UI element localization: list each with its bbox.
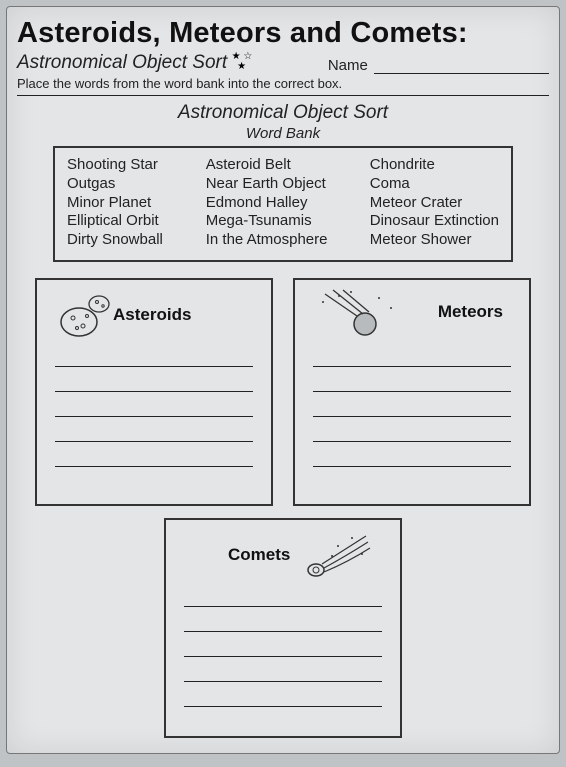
meteors-box[interactable]: Meteors bbox=[293, 278, 531, 506]
comet-icon bbox=[294, 532, 374, 582]
wb-item: In the Atmosphere bbox=[206, 231, 358, 250]
wb-item: Edmond Halley bbox=[206, 194, 358, 213]
answer-line[interactable] bbox=[55, 345, 253, 367]
wb-item: Minor Planet bbox=[67, 194, 194, 213]
worksheet-page: Asteroids, Meteors and Comets: Astronomi… bbox=[6, 6, 560, 754]
answer-line[interactable] bbox=[184, 660, 382, 682]
page-title: Asteroids, Meteors and Comets: bbox=[17, 17, 549, 50]
wb-item: Near Earth Object bbox=[206, 175, 358, 194]
answer-line[interactable] bbox=[55, 395, 253, 417]
wb-item: Meteor Crater bbox=[370, 194, 499, 213]
wb-item: Dirty Snowball bbox=[67, 231, 194, 250]
wb-item: Coma bbox=[370, 175, 499, 194]
asteroids-header: Asteroids bbox=[53, 288, 255, 342]
answer-line[interactable] bbox=[184, 610, 382, 632]
wb-item: Elliptical Orbit bbox=[67, 212, 194, 231]
name-field: Name bbox=[328, 57, 549, 74]
comets-header: Comets bbox=[182, 528, 384, 582]
answer-line[interactable] bbox=[313, 445, 511, 467]
answer-line[interactable] bbox=[184, 685, 382, 707]
wb-item: Meteor Shower bbox=[370, 231, 499, 250]
divider bbox=[17, 95, 549, 96]
comets-box[interactable]: Comets bbox=[164, 518, 402, 738]
answer-line[interactable] bbox=[55, 420, 253, 442]
wb-item: Shooting Star bbox=[67, 156, 194, 175]
answer-line[interactable] bbox=[313, 420, 511, 442]
asteroids-box[interactable]: Asteroids bbox=[35, 278, 273, 506]
subtitle: Astronomical Object Sort bbox=[17, 52, 227, 73]
wordbank-label: Word Bank bbox=[17, 125, 549, 142]
name-label: Name bbox=[328, 57, 368, 74]
boxes-row-top: Asteroids Meteo bbox=[35, 278, 531, 506]
wb-item: Outgas bbox=[67, 175, 194, 194]
wordbank-col-2: Asteroid Belt Near Earth Object Edmond H… bbox=[206, 156, 358, 250]
comets-label: Comets bbox=[228, 545, 290, 565]
wb-item: Mega-Tsunamis bbox=[206, 212, 358, 231]
wordbank-col-3: Chondrite Coma Meteor Crater Dinosaur Ex… bbox=[370, 156, 499, 250]
wb-item: Asteroid Belt bbox=[206, 156, 358, 175]
star-icons: ★ ☆ ★ bbox=[232, 52, 253, 72]
word-bank: Shooting Star Outgas Minor Planet Ellipt… bbox=[53, 146, 513, 262]
instructions-text: Place the words from the word bank into … bbox=[17, 76, 549, 91]
answer-line[interactable] bbox=[313, 345, 511, 367]
subtitle-group: Astronomical Object Sort ★ ☆ ★ bbox=[17, 52, 252, 74]
answer-line[interactable] bbox=[313, 395, 511, 417]
answer-line[interactable] bbox=[55, 445, 253, 467]
subtitle-row: Astronomical Object Sort ★ ☆ ★ Name bbox=[17, 52, 549, 74]
answer-line[interactable] bbox=[184, 585, 382, 607]
asteroids-label: Asteroids bbox=[113, 305, 191, 325]
sort-title: Astronomical Object Sort bbox=[17, 102, 549, 124]
meteors-header: Meteors bbox=[311, 288, 513, 342]
answer-line[interactable] bbox=[184, 635, 382, 657]
meteor-icon bbox=[315, 288, 405, 342]
answer-line[interactable] bbox=[55, 370, 253, 392]
meteors-label: Meteors bbox=[438, 302, 503, 322]
wordbank-col-1: Shooting Star Outgas Minor Planet Ellipt… bbox=[67, 156, 194, 250]
wb-item: Dinosaur Extinction bbox=[370, 212, 499, 231]
asteroid-icon bbox=[57, 290, 117, 342]
name-input-line[interactable] bbox=[374, 73, 549, 74]
answer-line[interactable] bbox=[313, 370, 511, 392]
wb-item: Chondrite bbox=[370, 156, 499, 175]
